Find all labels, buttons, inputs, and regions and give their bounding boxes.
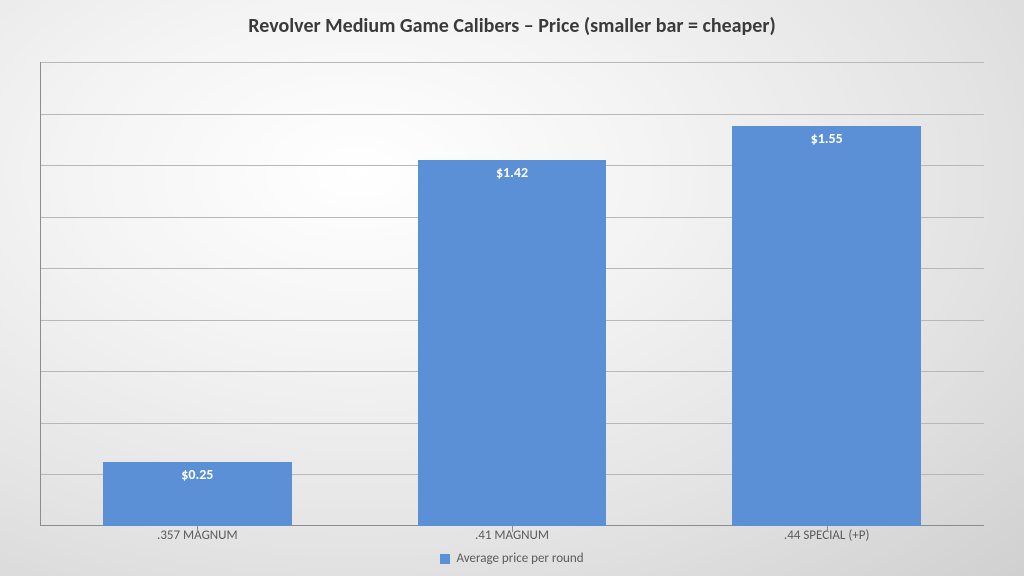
bar-slot: $1.42	[355, 62, 670, 526]
bar: $1.42	[418, 160, 607, 526]
x-tick	[512, 526, 513, 532]
plot-area: $0.25 $1.42 $1.55	[40, 62, 984, 526]
x-tick	[197, 526, 198, 532]
legend-swatch-icon	[440, 554, 450, 564]
bar-slot: $1.55	[669, 62, 984, 526]
bars-group: $0.25 $1.42 $1.55	[40, 62, 984, 526]
bar-value-label: $1.42	[418, 164, 607, 181]
legend-label: Average price per round	[456, 551, 583, 566]
bar: $1.55	[732, 126, 921, 526]
bar: $0.25	[103, 462, 292, 526]
chart-container: Revolver Medium Game Calibers – Price (s…	[0, 0, 1024, 576]
chart-title: Revolver Medium Game Calibers – Price (s…	[0, 0, 1024, 44]
bar-value-label: $0.25	[103, 466, 292, 483]
bar-value-label: $1.55	[732, 130, 921, 147]
legend: Average price per round	[440, 551, 583, 566]
x-tick	[827, 526, 828, 532]
bar-slot: $0.25	[40, 62, 355, 526]
